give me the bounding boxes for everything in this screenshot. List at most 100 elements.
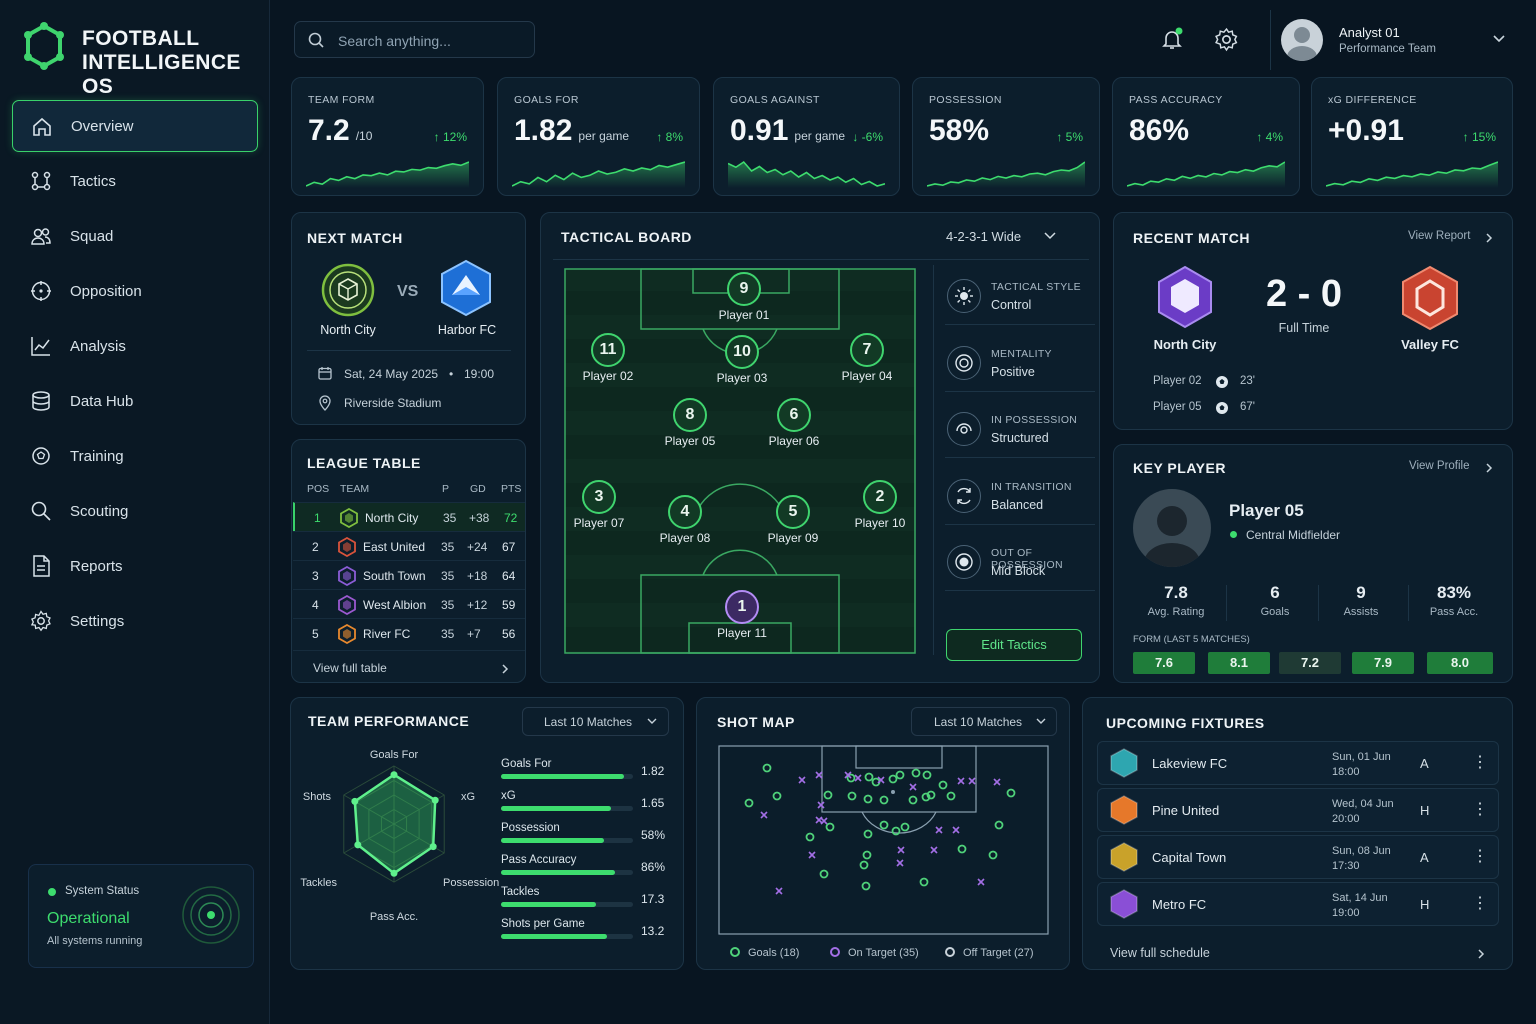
sidebar-item-reports[interactable]: Reports	[12, 540, 258, 592]
player-marker[interactable]: 5	[776, 495, 810, 529]
view-schedule-link[interactable]: View full schedule	[1110, 946, 1210, 960]
player-marker[interactable]: 2	[863, 480, 897, 514]
position-dot	[1230, 531, 1237, 538]
view-report-link[interactable]: View Report	[1408, 230, 1471, 242]
perf-bar-value: 58%	[641, 828, 666, 842]
table-row[interactable]: 1 North City 35 +38 72	[293, 502, 525, 531]
formation-select[interactable]: 4-2-3-1 Wide	[946, 229, 1022, 244]
player-marker[interactable]: 6	[777, 398, 811, 432]
kpi-card: POSSESSION 58% ↑ 5%	[912, 77, 1100, 196]
sidebar-item-settings[interactable]: Settings	[12, 595, 258, 647]
arrow-down-icon: ↓	[852, 130, 862, 144]
possession-icon	[947, 412, 981, 446]
table-row[interactable]: 2 East United 35 +24 67	[293, 531, 525, 560]
perf-bar	[501, 934, 633, 939]
key-stat-label: Avg. Rating	[1147, 606, 1205, 618]
divider	[933, 265, 934, 655]
fixture-row[interactable]: Pine United Wed, 04 Jun 20:00 H ⋮	[1097, 788, 1499, 832]
chevron-right-icon[interactable]	[501, 663, 509, 675]
tactic-setting-0[interactable]: TACTICAL STYLE Control	[945, 265, 1095, 325]
divider	[1225, 585, 1227, 621]
tactic-setting-value: Control	[991, 298, 1032, 312]
chevron-right-icon[interactable]	[1485, 232, 1493, 244]
more-options-icon[interactable]: ⋮	[1472, 848, 1488, 865]
shot-goal	[863, 794, 873, 804]
search-placeholder: Search anything...	[338, 33, 451, 49]
player-number: 1	[737, 598, 747, 615]
recent-away-team: Valley FC	[1401, 337, 1459, 352]
sidebar-item-data-hub[interactable]: Data Hub	[12, 375, 258, 427]
fixture-time: 17:30	[1332, 860, 1360, 872]
row-pts: 67	[502, 540, 516, 554]
view-profile-link[interactable]: View Profile	[1409, 460, 1470, 472]
search-input[interactable]: Search anything...	[294, 21, 535, 58]
fixture-row[interactable]: Capital Town Sun, 08 Jun 17:30 A ⋮	[1097, 835, 1499, 879]
radar-area	[353, 773, 437, 875]
tactic-setting-4[interactable]: OUT OF POSSESSION Mid Block	[945, 531, 1095, 591]
chevron-down-icon[interactable]	[1044, 232, 1056, 241]
avatar[interactable]	[1281, 19, 1323, 61]
table-row[interactable]: 4 West Albion 35 +12 59	[293, 589, 525, 618]
table-row[interactable]: 5 River FC 35 +7 56	[293, 618, 525, 647]
chevron-down-icon[interactable]	[1492, 34, 1506, 44]
perf-bar-fill	[501, 838, 604, 843]
view-full-table-link[interactable]: View full table	[313, 661, 387, 675]
sidebar-item-analysis[interactable]: Analysis	[12, 320, 258, 372]
fixture-row[interactable]: Lakeview FC Sun, 01 Jun 18:00 A ⋮	[1097, 741, 1499, 785]
shot-on-target	[935, 826, 943, 834]
shot-on-target	[897, 846, 905, 854]
kpi-sparkline	[512, 161, 685, 188]
shot-on-target	[775, 887, 783, 895]
tactic-setting-2[interactable]: IN POSSESSION Structured	[945, 398, 1095, 458]
player-name: Player 09	[767, 531, 819, 545]
player-marker[interactable]: 1	[725, 590, 759, 624]
gear-icon[interactable]	[1214, 27, 1239, 52]
north-city-crest-icon	[321, 263, 375, 317]
sidebar-item-opposition[interactable]: Opposition	[12, 265, 258, 317]
sidebar-item-scouting[interactable]: Scouting	[12, 485, 258, 537]
shot-goal	[861, 881, 871, 891]
sidebar-item-training[interactable]: Training	[12, 430, 258, 482]
player-marker[interactable]: 11	[591, 333, 625, 367]
bell-icon[interactable]	[1160, 27, 1184, 51]
fixture-datetime: Sun, 08 Jun 17:30	[1332, 844, 1391, 874]
player-marker[interactable]: 7	[850, 333, 884, 367]
tactical-style-icon	[947, 279, 981, 313]
perf-bar-value: 13.2	[641, 924, 665, 938]
sidebar-item-squad[interactable]: Squad	[12, 210, 258, 262]
edit-tactics-button[interactable]: Edit Tactics	[946, 629, 1082, 661]
kpi-label: POSSESSION	[929, 94, 1002, 106]
player-marker[interactable]: 10	[725, 335, 759, 369]
kpi-sparkline	[1326, 161, 1498, 188]
scorer-minute: 23'	[1240, 375, 1255, 387]
tactic-setting-3[interactable]: IN TRANSITION Balanced	[945, 465, 1095, 525]
radar-point	[390, 771, 398, 779]
chevron-down-icon	[1036, 718, 1046, 724]
user-name: Analyst 01	[1339, 25, 1400, 40]
chevron-right-icon[interactable]	[1485, 462, 1493, 474]
player-marker[interactable]: 8	[673, 398, 707, 432]
calendar-icon	[318, 367, 332, 380]
shot-goal	[823, 790, 833, 800]
shot-on-target	[977, 878, 985, 886]
shot-on-target	[808, 851, 816, 859]
football-icon	[1216, 376, 1228, 388]
player-marker[interactable]: 9	[727, 272, 761, 306]
sidebar-item-tactics[interactable]: Tactics	[12, 155, 258, 207]
player-name: Player 07	[573, 516, 625, 530]
player-marker[interactable]: 3	[582, 480, 616, 514]
chevron-right-icon[interactable]	[1477, 948, 1485, 960]
transition-icon-glyph	[957, 487, 971, 504]
more-options-icon[interactable]: ⋮	[1472, 801, 1488, 818]
shot-map-filter[interactable]: Last 10 Matches	[911, 707, 1057, 736]
tactic-setting-1[interactable]: MENTALITY Positive	[945, 332, 1095, 392]
more-options-icon[interactable]: ⋮	[1472, 754, 1488, 771]
sidebar-item-overview[interactable]: Overview	[12, 100, 258, 152]
fixture-row[interactable]: Metro FC Sat, 14 Jun 19:00 H ⋮	[1097, 882, 1499, 926]
divider	[1270, 10, 1271, 70]
table-row[interactable]: 3 South Town 35 +18 64	[293, 560, 525, 589]
player-marker[interactable]: 4	[668, 495, 702, 529]
shot-goal	[994, 820, 1004, 830]
more-options-icon[interactable]: ⋮	[1472, 895, 1488, 912]
team-perf-filter[interactable]: Last 10 Matches	[522, 707, 669, 736]
